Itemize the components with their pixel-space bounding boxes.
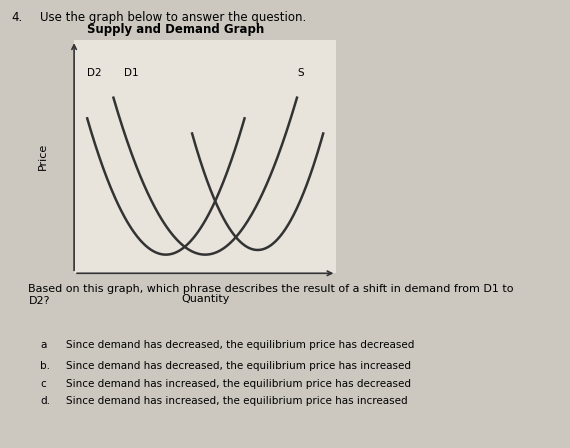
Text: d.: d. <box>40 396 50 406</box>
Text: Price: Price <box>38 143 48 170</box>
Text: 4.: 4. <box>11 11 23 24</box>
Text: S: S <box>297 68 304 78</box>
Text: b.: b. <box>40 361 50 370</box>
Text: Since demand has decreased, the equilibrium price has decreased: Since demand has decreased, the equilibr… <box>66 340 414 350</box>
Text: Since demand has increased, the equilibrium price has decreased: Since demand has increased, the equilibr… <box>66 379 410 388</box>
Text: c: c <box>40 379 46 388</box>
Text: Since demand has decreased, the equilibrium price has increased: Since demand has decreased, the equilibr… <box>66 361 410 370</box>
Text: Quantity: Quantity <box>181 294 229 304</box>
Text: Based on this graph, which phrase describes the result of a shift in demand from: Based on this graph, which phrase descri… <box>28 284 514 306</box>
Text: D2: D2 <box>87 68 102 78</box>
Text: Use the graph below to answer the question.: Use the graph below to answer the questi… <box>40 11 306 24</box>
Text: Supply and Demand Graph: Supply and Demand Graph <box>87 23 264 36</box>
Text: D1: D1 <box>124 68 139 78</box>
Text: a: a <box>40 340 46 350</box>
Text: Since demand has increased, the equilibrium price has increased: Since demand has increased, the equilibr… <box>66 396 407 406</box>
